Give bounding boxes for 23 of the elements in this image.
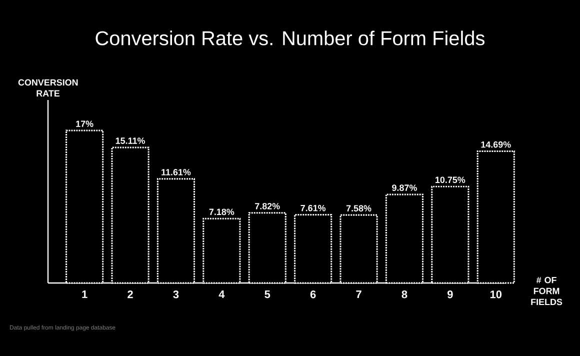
x-tick-label: 1 xyxy=(82,290,88,298)
x-tick-label: 10 xyxy=(490,290,502,298)
data-label: 14.69% xyxy=(481,141,511,148)
x-tick-label: 5 xyxy=(264,290,270,298)
data-label: 17% xyxy=(76,120,94,127)
data-label: 9.87% xyxy=(392,184,417,191)
x-tick-label: 2 xyxy=(128,290,133,298)
x-tick-label: 9 xyxy=(447,290,453,298)
x-tick-label: 3 xyxy=(173,290,179,298)
x-tick-label: 7 xyxy=(356,290,362,298)
x-tick-label: 6 xyxy=(310,290,316,298)
data-label: 7.18% xyxy=(209,208,234,216)
y-axis-title: CONVERSION RATE xyxy=(18,79,78,96)
data-label: 10.75% xyxy=(436,176,466,184)
data-label: 11.61% xyxy=(162,168,191,176)
data-label: 15.11% xyxy=(116,138,145,144)
x-axis-title: # OF FORM FIELDS xyxy=(531,276,562,306)
data-label: 7.82% xyxy=(255,202,280,210)
x-tick-label: 8 xyxy=(402,290,408,298)
data-label: 7.61% xyxy=(300,204,326,212)
data-label: 7.58% xyxy=(346,205,372,212)
x-tick-label: 4 xyxy=(218,290,225,298)
chart-title: Conversion Rate vs. Number of Form Fields xyxy=(96,30,484,46)
